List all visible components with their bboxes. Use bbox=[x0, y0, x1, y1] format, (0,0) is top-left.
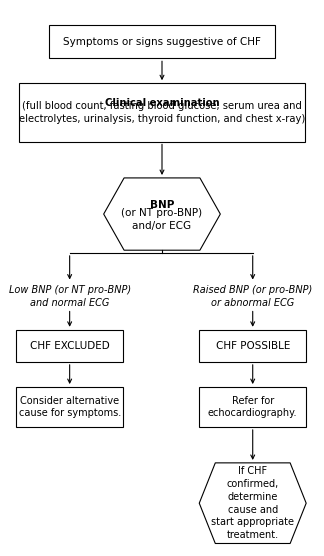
Text: If CHF
confirmed,
determine
cause and
start appropriate
treatment.: If CHF confirmed, determine cause and st… bbox=[211, 466, 294, 540]
Bar bbox=[16, 330, 123, 362]
Text: Low BNP (or NT pro-BNP)
and normal ECG: Low BNP (or NT pro-BNP) and normal ECG bbox=[9, 285, 131, 307]
Text: CHF EXCLUDED: CHF EXCLUDED bbox=[30, 341, 110, 351]
Text: Raised BNP (or pro-BNP)
or abnormal ECG: Raised BNP (or pro-BNP) or abnormal ECG bbox=[193, 285, 312, 307]
Text: (full blood count, fasting blood glucose, serum urea and
electrolytes, urinalysi: (full blood count, fasting blood glucose… bbox=[19, 101, 305, 124]
Text: BNP: BNP bbox=[150, 200, 174, 210]
Polygon shape bbox=[199, 463, 306, 544]
Bar bbox=[49, 25, 275, 58]
Bar bbox=[19, 83, 305, 141]
Text: CHF POSSIBLE: CHF POSSIBLE bbox=[215, 341, 290, 351]
Bar bbox=[199, 330, 306, 362]
Polygon shape bbox=[104, 178, 220, 250]
Text: Clinical examination: Clinical examination bbox=[105, 98, 219, 108]
Text: Consider alternative
cause for symptoms.: Consider alternative cause for symptoms. bbox=[18, 396, 121, 418]
Text: (or NT pro-BNP)
and/or ECG: (or NT pro-BNP) and/or ECG bbox=[122, 208, 202, 231]
Text: Symptoms or signs suggestive of CHF: Symptoms or signs suggestive of CHF bbox=[63, 37, 261, 47]
Bar bbox=[199, 387, 306, 427]
Text: Refer for
echocardiography.: Refer for echocardiography. bbox=[208, 396, 297, 418]
Bar bbox=[16, 387, 123, 427]
